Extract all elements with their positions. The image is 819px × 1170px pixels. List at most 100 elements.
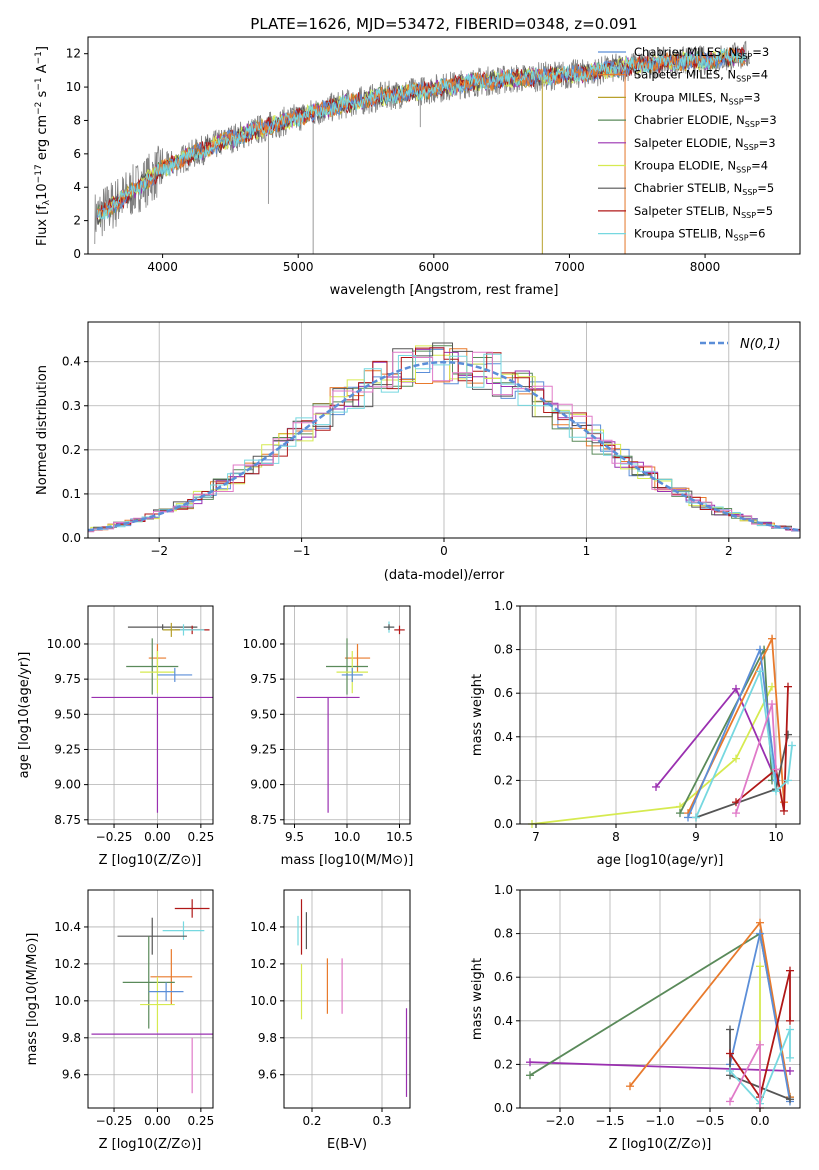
x-tick-label: 10.0 — [334, 830, 361, 844]
mass-weight-marker — [526, 1071, 534, 1080]
age-vs-Z-ylabel: age [log10(age/yr)] — [17, 652, 32, 779]
y-tick-label: 0 — [73, 247, 81, 261]
mass-weight-marker — [692, 813, 700, 822]
error-bar-point — [140, 651, 175, 694]
legend-subscript: SSP — [734, 234, 749, 243]
mass-weight-marker — [772, 765, 780, 774]
error-bar-point — [326, 638, 368, 695]
error-bar-point — [344, 643, 371, 673]
x-tick-label: 8000 — [690, 260, 721, 274]
legend-subscript: SSP — [741, 211, 756, 220]
error-bar-point — [162, 921, 205, 940]
legend-model-name: Salpeter MILES, N — [634, 68, 736, 82]
x-tick-label: −1.5 — [595, 1114, 624, 1128]
y-tick-label: 0.2 — [494, 773, 513, 787]
x-tick-label: 2 — [725, 544, 733, 558]
mass-weight-marker — [732, 809, 740, 818]
mass-vs-Z-panel: −0.25 0.00 0.25 9.6 9.8 10.0 10.2 10.4 Z [log10… — [25, 889, 214, 1152]
spectrum-panel: 4000 5000 6000 7000 8000 0 2 4 6 8 10 12 wavelength… — [34, 36, 801, 298]
mass-weight-marker — [788, 741, 796, 750]
residuals-marks — [88, 322, 800, 539]
x-tick-label: 0.25 — [187, 1114, 214, 1128]
y-tick-label: 10.2 — [250, 957, 277, 971]
x-tick-label: 4000 — [147, 260, 178, 274]
age-vs-Z-panel: −0.25 0.00 0.25 8.75 9.00 9.25 9.50 9.75 10.00 Z… — [17, 605, 214, 868]
error-bar-point — [148, 982, 184, 1001]
x-tick-label: 8 — [612, 830, 620, 844]
legend-nssp-value: =6 — [749, 227, 766, 241]
y-tick-label: 4 — [73, 180, 81, 194]
legend-label: Kroupa STELIB, NSSP=6 — [634, 227, 765, 243]
figure-title: PLATE=1626, MJD=53472, FIBERID=0348, z=0… — [250, 15, 637, 33]
y-tick-label: 1.0 — [494, 883, 513, 897]
spectrum-ylabel: Flux [fλ10−17 erg cm−2 s−1 A−1] — [34, 46, 52, 246]
age-vs-Z-frame — [87, 605, 214, 825]
mass-weight-vs-Z-xlabel: Z [log10(Z/Z⊙)] — [609, 1137, 712, 1152]
y-tick-label: 0.0 — [494, 817, 513, 831]
x-tick-label: 0.2 — [302, 1114, 321, 1128]
error-bar-point — [157, 667, 193, 682]
spectrum-xlabel: wavelength [Angstrom, rest frame] — [330, 283, 559, 298]
legend-nssp-value: =5 — [756, 204, 773, 218]
y-tick-label: 9.75 — [54, 672, 81, 686]
normal-curve — [88, 360, 800, 532]
error-bar-point — [383, 624, 395, 630]
error-bar-point — [117, 917, 187, 955]
y-tick-label: 9.25 — [54, 742, 81, 756]
age-vs-Z-marks — [88, 606, 213, 824]
mass-weight-marker — [652, 782, 660, 791]
mass-weight-marker — [756, 667, 764, 676]
y-tick-label: 12 — [66, 47, 81, 61]
y-tick-label: 9.6 — [258, 1068, 277, 1082]
x-tick-label: −0.25 — [96, 1114, 133, 1128]
y-tick-label: 1.0 — [494, 599, 513, 613]
error-bar-point — [341, 667, 363, 682]
legend-model-name: Chabrier ELODIE, N — [634, 113, 745, 127]
y-tick-label: 10 — [66, 80, 81, 94]
residuals-ylabel: Normed distribution — [35, 365, 50, 495]
y-tick-label: 9.6 — [62, 1068, 81, 1082]
x-tick-label: 10.5 — [386, 830, 413, 844]
mass-weight-marker — [784, 682, 792, 691]
mass-weight-marker — [756, 645, 764, 654]
error-bar-point — [296, 696, 360, 813]
age-vs-mass-panel: 9.5 10.0 10.5 8.75 9.00 9.25 9.50 9.75 10.00 mas… — [243, 605, 413, 868]
residuals-ticks: −2 −1 0 1 2 0.0 0.1 0.2 0.3 0.4 — [62, 355, 733, 558]
y-tick-label: 0.2 — [62, 443, 81, 457]
legend-label: Chabrier MILES, NSSP=3 — [634, 45, 769, 61]
legend-label: Chabrier STELIB, NSSP=5 — [634, 181, 774, 197]
legend-nssp-value: =4 — [751, 68, 768, 82]
x-tick-label: 0 — [440, 544, 448, 558]
mass-vs-Z-marks — [88, 890, 213, 1108]
legend-label: Chabrier ELODIE, NSSP=3 — [634, 113, 777, 129]
legend-model-name: Kroupa STELIB, N — [634, 227, 734, 241]
legend-subscript: SSP — [736, 166, 751, 175]
error-bar-point — [150, 949, 193, 1005]
x-tick-label: 5000 — [283, 260, 314, 274]
spectrum-frame — [87, 36, 801, 255]
mass-weight-marker — [786, 966, 794, 975]
mass-weight-vs-age-ticks: 7 8 9 10 0.0 0.2 0.4 0.6 0.8 1.0 — [494, 599, 784, 844]
mass-weight-vs-Z-ticks: −2.0 −1.5 −1.0 −0.5 0.0 0.0 0.2 0.4 0.6 0.8 1.0 — [494, 883, 770, 1128]
legend-model-name: Salpeter ELODIE, N — [634, 136, 744, 150]
mass-weight-marker — [726, 1097, 734, 1106]
mass-weight-marker — [684, 813, 692, 822]
error-bar-point — [174, 899, 210, 918]
y-tick-label: 10.0 — [250, 994, 277, 1008]
legend-nssp-value: =4 — [751, 159, 768, 173]
legend-nssp-value: =5 — [757, 181, 774, 195]
mass-weight-vs-Z-ylabel: mass weight — [470, 958, 485, 1040]
y-tick-label: 9.8 — [258, 1031, 277, 1045]
x-tick-label: 0.0 — [750, 1114, 769, 1128]
y-tick-label: 9.75 — [250, 672, 277, 686]
normal-legend-label: N(0,1) — [740, 337, 781, 352]
error-bar-point — [127, 624, 198, 630]
mass-weight-marker — [526, 1058, 534, 1067]
y-tick-label: 0.0 — [62, 531, 81, 545]
legend-subscript: SSP — [729, 97, 744, 106]
y-tick-label: 9.00 — [250, 778, 277, 792]
mass-weight-line — [729, 1029, 791, 1106]
mass-weight-vs-age-frame — [519, 605, 801, 825]
x-tick-label: 6000 — [419, 260, 450, 274]
mass-weight-vs-age-ylabel: mass weight — [470, 674, 485, 756]
